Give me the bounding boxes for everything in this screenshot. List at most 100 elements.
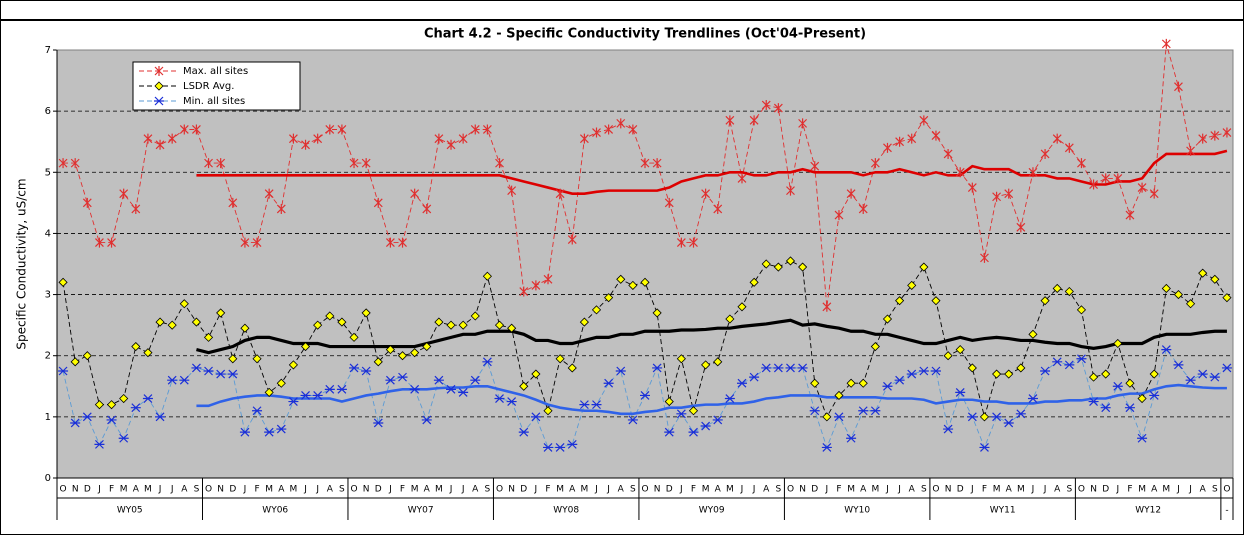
x-tick-label: F	[982, 485, 987, 495]
marker-shape	[1064, 142, 1074, 153]
x-tick-label: N	[654, 485, 661, 495]
marker-shape	[301, 139, 310, 150]
marker-shape	[276, 424, 287, 434]
marker	[458, 133, 468, 144]
marker-shape	[980, 252, 989, 263]
marker-shape	[798, 262, 808, 272]
marker	[1125, 210, 1135, 221]
group-label: WY12	[1135, 506, 1161, 516]
y-tick-label: 0	[45, 473, 51, 484]
marker	[94, 439, 105, 449]
marker-shape	[507, 185, 517, 196]
marker-shape	[70, 158, 80, 169]
marker-shape	[773, 363, 784, 373]
marker-shape	[591, 400, 602, 410]
marker-shape	[640, 158, 650, 169]
x-tick-label: M	[144, 485, 152, 495]
marker	[1174, 81, 1183, 92]
marker	[288, 397, 299, 406]
x-tick-label: F	[691, 485, 696, 495]
marker	[821, 443, 832, 452]
marker	[834, 210, 844, 221]
marker	[1161, 345, 1172, 355]
marker-shape	[167, 133, 177, 144]
marker-shape	[1113, 338, 1123, 349]
group-label: WY06	[262, 506, 288, 516]
marker	[870, 406, 881, 416]
marker-shape	[288, 397, 299, 406]
marker-shape	[579, 400, 590, 410]
marker	[1173, 290, 1184, 300]
marker-shape	[652, 158, 662, 169]
marker-shape	[1137, 182, 1147, 193]
marker	[906, 369, 917, 379]
x-tick-label: D	[84, 485, 91, 495]
marker	[519, 381, 529, 391]
marker-shape	[313, 320, 323, 330]
marker-shape	[579, 317, 589, 327]
marker	[216, 308, 226, 318]
marker-shape	[858, 378, 868, 388]
marker-shape	[761, 259, 771, 269]
marker-shape	[397, 372, 408, 382]
x-tick-label: D	[957, 485, 964, 495]
marker	[507, 185, 517, 196]
top-bar	[0, 0, 1244, 20]
marker	[203, 366, 214, 376]
marker	[1064, 142, 1074, 153]
marker-shape	[1016, 363, 1026, 373]
marker	[1004, 369, 1014, 379]
marker-shape	[955, 167, 965, 178]
marker	[1149, 391, 1160, 400]
marker	[410, 348, 420, 358]
group-label: -	[1225, 506, 1228, 516]
marker-shape	[543, 274, 553, 285]
marker	[470, 124, 480, 135]
marker	[846, 378, 856, 388]
marker-shape	[992, 191, 1002, 202]
marker-shape	[361, 158, 371, 169]
marker-shape	[555, 188, 565, 199]
marker-shape	[846, 378, 856, 388]
marker	[1210, 274, 1220, 284]
marker	[373, 197, 383, 208]
x-tick-label: J	[606, 485, 610, 495]
marker	[773, 262, 783, 272]
marker	[931, 296, 941, 306]
marker	[858, 406, 869, 416]
marker	[785, 363, 796, 373]
marker-shape	[216, 158, 226, 169]
marker	[883, 142, 892, 153]
marker	[70, 418, 81, 428]
marker-shape	[1101, 173, 1111, 184]
marker-shape	[1027, 394, 1038, 403]
marker	[131, 341, 141, 352]
marker	[688, 427, 699, 437]
marker	[724, 394, 735, 403]
marker-shape	[1052, 283, 1062, 294]
marker	[506, 397, 517, 406]
marker-shape	[373, 418, 384, 428]
marker	[1064, 286, 1074, 297]
marker	[664, 197, 674, 208]
marker-shape	[398, 237, 407, 248]
marker	[82, 351, 92, 361]
marker-shape	[95, 237, 104, 248]
marker-shape	[919, 115, 929, 126]
marker-shape	[361, 366, 372, 376]
marker	[1052, 133, 1062, 144]
x-tick-label: S	[339, 485, 345, 495]
marker	[761, 363, 772, 373]
marker-shape	[712, 415, 723, 425]
x-tick-label: A	[327, 485, 334, 495]
marker	[1186, 145, 1195, 156]
x-tick-label: A	[715, 485, 722, 495]
marker	[1113, 173, 1123, 184]
marker-shape	[531, 369, 541, 379]
marker-shape	[142, 394, 153, 403]
marker	[204, 158, 213, 169]
marker-shape	[724, 394, 735, 403]
marker	[107, 237, 116, 248]
x-tick-label: S	[921, 485, 927, 495]
marker-shape	[1137, 433, 1148, 443]
